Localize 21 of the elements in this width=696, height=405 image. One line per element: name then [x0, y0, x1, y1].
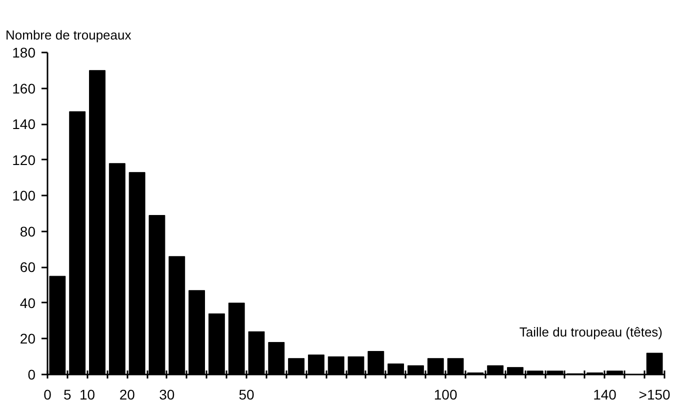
x-tick-label: 10	[80, 386, 96, 402]
x-tick-label: 5	[64, 386, 72, 402]
x-tick-label: 100	[434, 386, 458, 402]
x-tick-label: 30	[159, 386, 175, 402]
y-tick-label: 40	[20, 294, 36, 311]
y-tick-label: 120	[12, 152, 36, 168]
y-tick-label: 140	[12, 116, 36, 132]
x-tick-label: 140	[593, 386, 617, 402]
x-tick-label: 50	[238, 386, 255, 402]
y-axis-title: Nombre de troupeaux	[6, 28, 132, 42]
y-tick-label: 100	[12, 188, 36, 204]
y-tick-label: 80	[20, 223, 36, 240]
y-tick-label: 160	[12, 80, 36, 96]
x-tick-label: 20	[119, 386, 136, 402]
x-tick-label: >150	[638, 386, 671, 402]
x-axis-title: Taille du troupeau (têtes)	[519, 324, 663, 340]
y-tick-label: 0	[28, 366, 36, 382]
y-tick-label: 180	[12, 44, 36, 60]
y-tick-label: 20	[20, 330, 36, 347]
y-tick-label: 60	[20, 259, 36, 276]
x-tick-label: 0	[44, 386, 52, 402]
